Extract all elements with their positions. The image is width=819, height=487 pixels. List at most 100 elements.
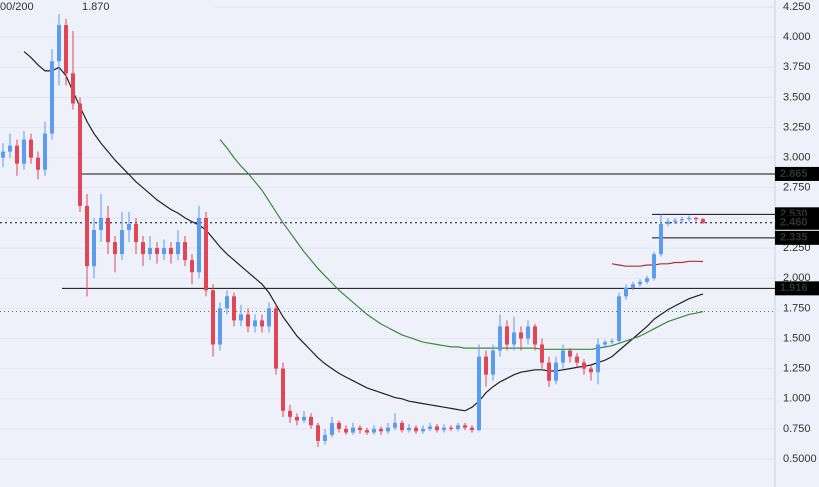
candle-body [603,342,607,345]
candle-body [71,73,75,104]
candle-body [316,425,320,441]
candle-body [204,217,208,291]
price-badge [775,215,819,230]
candle-body [43,133,47,170]
candle-body [470,427,474,431]
candle-body [575,356,579,363]
candle-body [106,217,110,243]
candle-body [57,25,61,62]
candle-body [246,314,250,327]
candle-body [701,219,705,223]
candle-body [414,427,418,432]
candle-body [449,427,453,429]
candle-body [372,428,376,433]
candle-body [484,356,488,375]
candle-body [85,205,89,267]
price-badge [775,230,819,245]
candle-body [568,350,572,357]
candle-body [582,362,586,369]
candle-body [393,422,397,428]
candle-body [330,422,334,435]
candle-body [281,368,285,411]
candle-body [631,284,635,288]
candle-body [463,425,467,428]
candle-body [344,428,348,433]
candle-body [148,248,152,255]
candle-body [358,427,362,431]
y-tick-label: 3.750 [783,61,811,73]
candle-body [337,422,341,429]
candle-body [197,217,201,273]
candle-body [134,223,138,243]
price-badge-label: 1.916 [780,282,808,294]
candle-body [176,242,180,255]
candle-body [190,260,194,273]
candle-body [309,416,313,426]
candle-body [386,427,390,432]
candle-body [540,344,544,363]
candle-body [519,332,523,339]
candle-body [673,220,677,222]
y-tick-label: 1.500 [783,332,811,344]
y-tick-label: 4.250 [783,1,811,13]
candle-body [1,151,5,158]
candle-body [64,25,68,74]
candle-body [267,308,271,327]
candle-body [29,139,33,158]
candle-body [22,139,26,164]
candle-body [127,223,131,230]
candle-body [400,422,404,431]
candle-body [183,242,187,261]
candle-body [442,427,446,431]
legend-value: 1.870 [82,1,110,13]
y-tick-label: 3.250 [783,121,811,133]
candle-body [302,416,306,421]
candle-body [561,350,565,363]
price-badge-label: 2.335 [780,232,808,244]
candle-body [323,434,327,441]
candle-body [92,229,96,267]
candle-body [260,320,264,327]
candle-body [365,430,369,433]
candle-body [610,340,614,343]
candle-body [652,254,656,279]
candle-body [659,223,663,255]
y-tick-label: 3.500 [783,91,811,103]
candle-body [218,308,222,345]
candle-body [99,217,103,230]
candle-body [680,219,684,221]
y-tick-label: 1.250 [783,363,811,375]
candle-body [638,281,642,285]
y-tick-label: 4.000 [783,31,811,43]
candle-body [645,278,649,282]
candle-body [155,248,159,255]
candle-body [694,217,698,220]
candle-body [15,145,19,164]
candle-body [232,296,236,321]
candle-body [162,248,166,255]
candle-body [666,221,670,224]
moving-average [611,260,704,267]
moving-average [219,139,704,350]
candle-body [379,428,383,432]
candle-body [421,428,425,432]
candle-body [512,332,516,345]
candle-body [36,157,40,170]
legend-label: 00/200 [0,1,34,13]
candle-body [351,427,355,433]
y-tick-label: 2.000 [783,272,811,284]
candle-body [533,326,537,345]
candle-body [428,426,432,429]
candle-body [687,217,691,220]
y-tick-label: 1.750 [783,302,811,314]
candle-body [491,350,495,375]
candle-body [477,356,481,431]
candle-body [547,362,551,381]
candle-body [526,326,530,339]
candle-body [407,427,411,431]
price-badge-label: 2.865 [780,168,808,180]
y-tick-label: 0.750 [783,423,811,435]
price-badge [775,166,819,181]
price-badge [775,281,819,296]
